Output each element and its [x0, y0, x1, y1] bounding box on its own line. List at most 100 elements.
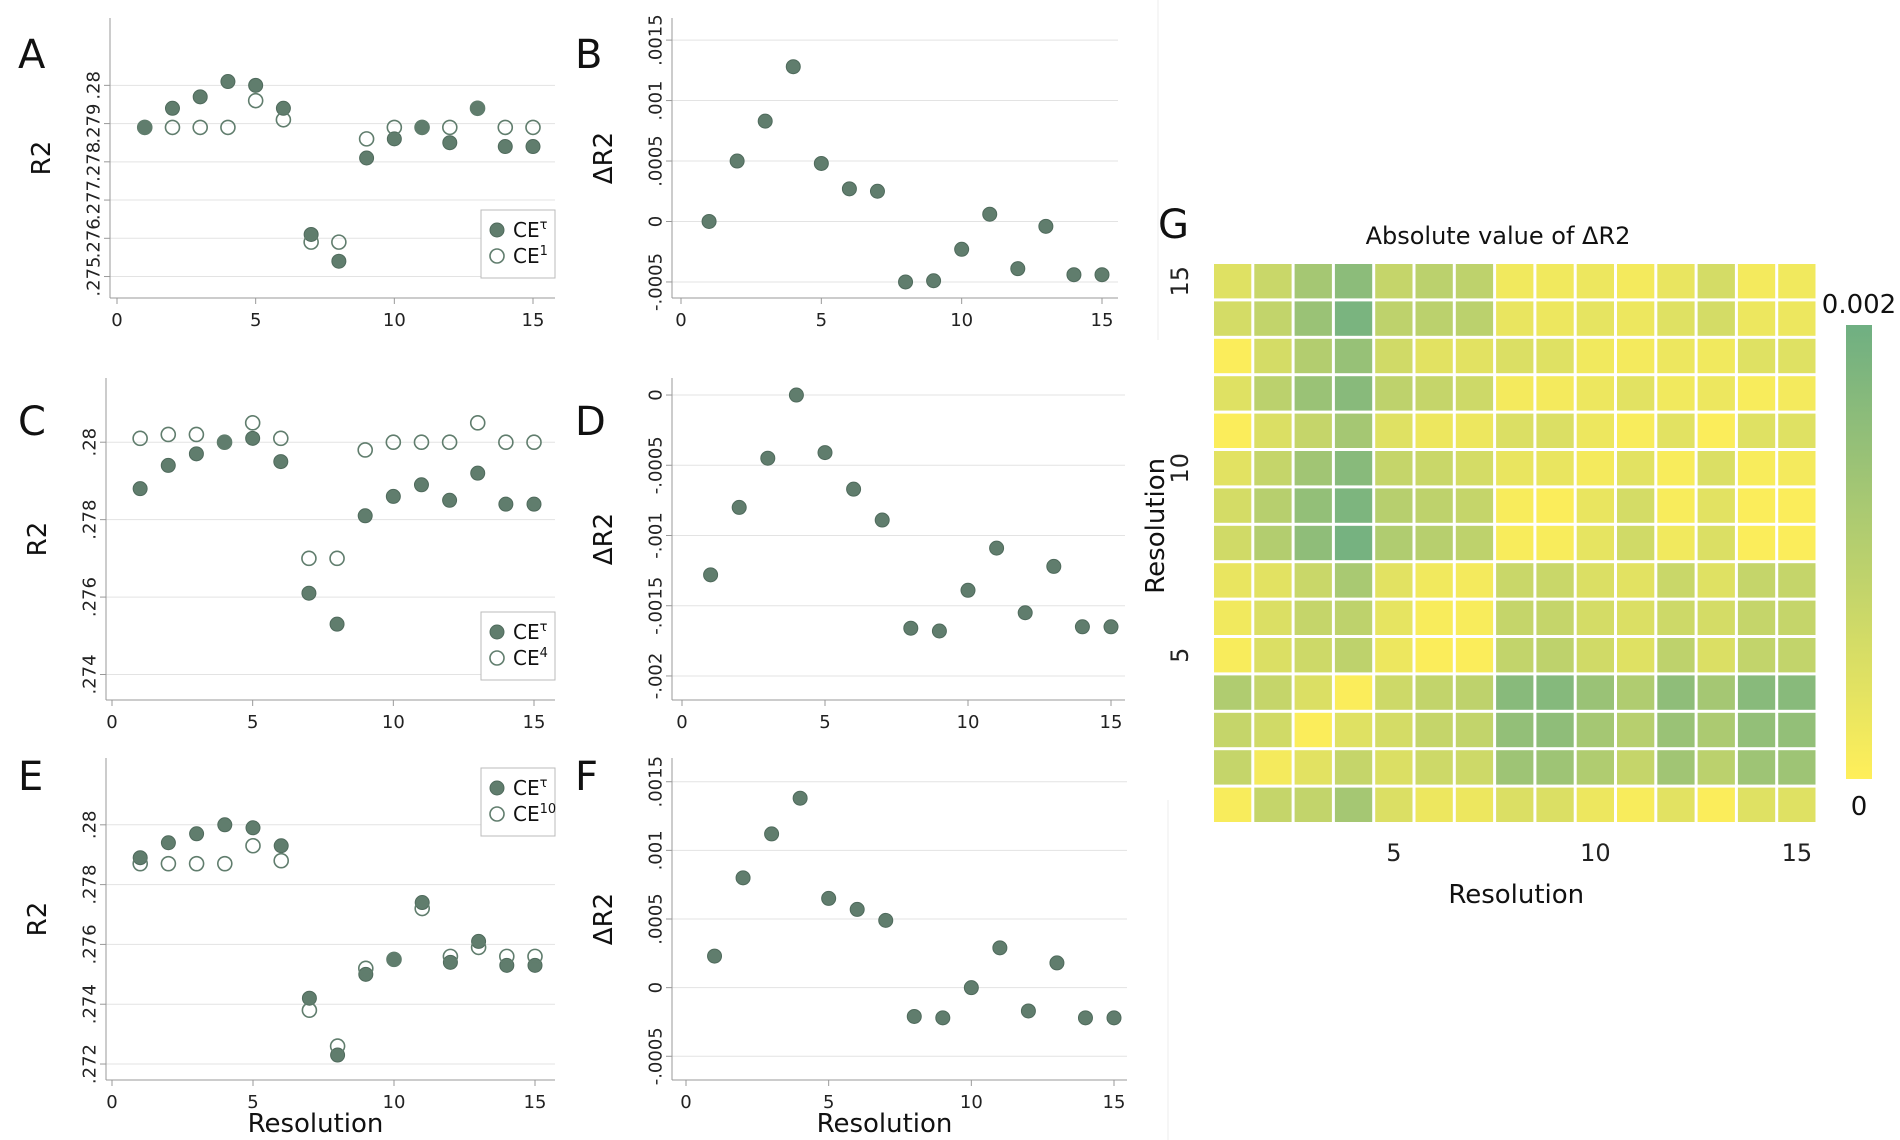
y-tick-label: .28	[80, 428, 101, 457]
heatmap-cell	[1778, 264, 1816, 299]
heatmap-cell	[1617, 600, 1655, 635]
data-point	[469, 100, 486, 117]
legend-entry-sup: 4	[540, 646, 548, 661]
heatmap-cell	[1778, 488, 1816, 523]
heatmap-cell	[1375, 638, 1413, 673]
x-tick-label: 15	[1091, 310, 1114, 331]
x-tick-label: 15	[523, 712, 546, 733]
heatmap-cell	[1737, 525, 1776, 561]
panel-letter: C	[18, 399, 46, 445]
y-tick-label: .001	[646, 81, 667, 121]
heatmap-cell	[1737, 563, 1776, 598]
heatmap-cell	[1536, 413, 1574, 448]
data-point	[792, 790, 808, 806]
heatmap-cell	[1294, 712, 1332, 748]
heatmap-cell	[1778, 338, 1816, 374]
heatmap-cell	[1294, 376, 1332, 411]
heatmap-cell	[1214, 525, 1252, 561]
data-point	[849, 901, 865, 917]
y-tick-label: .0015	[646, 756, 667, 808]
heatmap-cell	[1697, 750, 1735, 785]
heatmap-cell	[1697, 488, 1735, 523]
y-tick-label: 15	[1166, 266, 1194, 297]
x-tick-label: 5	[816, 310, 827, 331]
heatmap-cell	[1254, 675, 1292, 710]
legend-box	[480, 611, 556, 681]
y-tick-label: 10	[1166, 453, 1194, 484]
x-tick-label: 0	[676, 712, 687, 733]
heatmap-cell	[1334, 712, 1373, 748]
heatmap-cell	[1214, 750, 1252, 785]
series-hollow	[132, 837, 543, 1054]
data-point	[189, 826, 205, 842]
heatmap-cell	[1496, 301, 1534, 336]
heatmap-cell	[1657, 488, 1695, 523]
data-point	[414, 119, 430, 136]
y-axis-label: Resolution	[1141, 458, 1171, 594]
heatmap-cell	[1576, 525, 1614, 561]
heatmap-cell	[1294, 750, 1332, 785]
heatmap-cell	[1576, 638, 1614, 673]
legend-entry-main: CE	[513, 776, 540, 800]
heatmap-cell	[1496, 638, 1534, 673]
heatmap-cell	[1334, 638, 1373, 673]
heatmap-cell	[1415, 264, 1453, 299]
legend-entry: CE10	[513, 802, 556, 826]
heatmap-cell	[1214, 451, 1252, 486]
data-point	[1017, 605, 1033, 621]
legend-box	[480, 209, 556, 279]
data-point	[788, 387, 804, 403]
heatmap-cell	[1294, 638, 1332, 673]
legend-entry-sup: 1	[540, 244, 548, 259]
data-point	[470, 465, 486, 481]
heatmap-cell	[1334, 338, 1373, 374]
heatmap-cell	[1778, 600, 1816, 635]
heatmap-cell	[1415, 675, 1453, 710]
data-point	[735, 870, 751, 886]
heatmap-cell	[1455, 712, 1494, 748]
data-point	[703, 567, 719, 583]
heatmap-cell	[1496, 376, 1534, 411]
data-point	[192, 119, 208, 136]
heatmap-cell	[1496, 413, 1534, 448]
heatmap-cell	[1737, 638, 1776, 673]
heatmap-cell	[1536, 675, 1574, 710]
data-point	[1077, 1010, 1093, 1026]
data-point	[188, 855, 205, 872]
heatmap-cell	[1415, 376, 1453, 411]
heatmap-cell	[1657, 525, 1695, 561]
x-tick-label: 0	[111, 310, 122, 331]
data-point	[442, 492, 458, 508]
panel-d: D -.002 -.0015 -.001 -.0005 0 0 5 10 15 ΔR2	[575, 378, 1125, 733]
heatmap-cell	[1455, 638, 1494, 673]
heatmap-cell	[1496, 264, 1534, 299]
data-point	[1094, 267, 1110, 283]
heatmap-cell	[1617, 675, 1655, 710]
heatmap-cell	[1697, 413, 1735, 448]
heatmap-cell	[1214, 638, 1252, 673]
data-point	[1103, 619, 1119, 635]
heatmap-cell	[1737, 264, 1776, 299]
legend-marker	[489, 806, 505, 822]
heatmap-cell	[1576, 787, 1614, 822]
y-tick-label: .279	[84, 104, 105, 144]
x-tick-label: 15	[1782, 839, 1813, 867]
panel-letter: A	[18, 32, 46, 78]
heatmap-cell	[1415, 413, 1453, 448]
data-point	[954, 241, 970, 257]
data-point	[498, 496, 514, 512]
heatmap-cell	[1496, 338, 1534, 374]
x-tick-label: 15	[1103, 1092, 1126, 1113]
heatmap-cell	[1214, 563, 1252, 598]
heatmap-cell	[1697, 600, 1735, 635]
x-tick-label: 10	[1580, 839, 1611, 867]
data-point	[1020, 1003, 1036, 1019]
data-point	[329, 616, 345, 632]
data-point	[160, 426, 177, 443]
heatmap-cell	[1455, 525, 1494, 561]
data-point	[217, 855, 233, 872]
data-point	[498, 434, 514, 451]
panel-letter: E	[18, 754, 43, 800]
